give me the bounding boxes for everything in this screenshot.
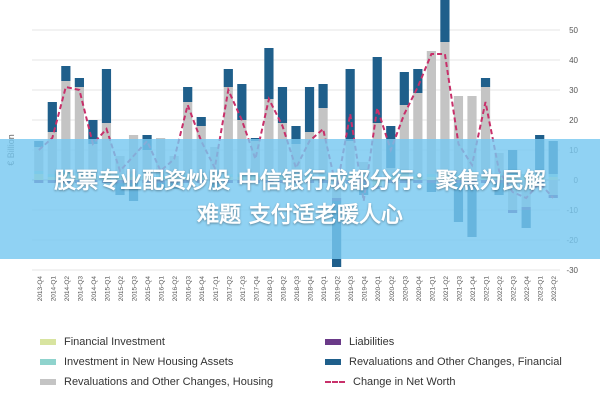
chart-legend: Financial Investment Investment in New H… [40, 336, 580, 392]
x-tick-label: 2022-Q3 [511, 276, 518, 302]
overlay-banner [0, 139, 600, 259]
bar [291, 126, 301, 144]
legend-swatch [40, 379, 56, 385]
legend-swatch [325, 359, 341, 365]
bar [74, 87, 84, 174]
bar [480, 87, 491, 174]
x-tick-label: 2015-Q3 [132, 276, 139, 302]
y-tick-label: -30 [566, 266, 578, 275]
x-tick-label: 2018-Q3 [294, 276, 301, 302]
banner-line-1: 股票专业配资炒股 中信银行成都分行：聚焦为民解 [54, 169, 546, 194]
bar [372, 57, 382, 123]
bar [440, 42, 450, 171]
bar [318, 84, 328, 108]
bar [426, 51, 436, 174]
bar [399, 72, 409, 105]
bar [304, 87, 315, 132]
x-tick-label: 2018-Q1 [267, 276, 274, 302]
legend-swatch-dashed [325, 381, 345, 383]
bar [196, 117, 206, 126]
x-tick-label: 2016-Q2 [172, 276, 179, 302]
x-tick-label: 2014-Q2 [64, 276, 71, 302]
x-tick-label: 2017-Q2 [226, 276, 233, 302]
x-tick-label: 2019-Q3 [348, 276, 355, 302]
bar [223, 87, 233, 174]
x-tick-label: 2019-Q2 [335, 276, 342, 302]
bar [183, 102, 193, 174]
legend-item-net-worth: Change in Net Worth [325, 376, 456, 388]
x-tick-label: 2022-Q1 [484, 276, 491, 302]
x-tick-label: 2016-Q4 [199, 276, 206, 302]
x-tick-label: 2018-Q2 [280, 276, 287, 302]
legend-item-financial-investment: Financial Investment [40, 336, 165, 348]
x-tick-label: 2014-Q1 [50, 276, 57, 302]
legend-label: Investment in New Housing Assets [64, 356, 234, 368]
x-tick-label: 2015-Q1 [104, 276, 111, 302]
bar [480, 78, 491, 87]
x-tick-label: 2022-Q2 [497, 276, 504, 302]
x-tick-label: 2018-Q4 [308, 276, 315, 302]
legend-swatch [40, 339, 56, 345]
legend-item-reval-financial: Revaluations and Other Changes, Financia… [325, 356, 562, 368]
x-tick-label: 2020-Q2 [389, 276, 396, 302]
bar [47, 102, 57, 132]
banner-line-2: 难题 支付适老暖人心 [197, 203, 403, 228]
bar [413, 69, 423, 93]
y-tick-label: 50 [569, 26, 578, 35]
legend-label: Liabilities [349, 336, 395, 348]
legend-item-liabilities: Liabilities [325, 336, 394, 348]
x-tick-label: 2016-Q3 [186, 276, 193, 302]
x-tick-label: 2015-Q4 [145, 276, 152, 302]
bar [223, 69, 233, 87]
bar [101, 69, 112, 123]
x-tick-label: 2015-Q2 [118, 276, 125, 302]
bar [440, 0, 450, 42]
x-tick-label: 2020-Q1 [375, 276, 382, 302]
bar [74, 78, 84, 87]
legend-label: Change in Net Worth [353, 376, 456, 388]
y-tick-label: 30 [569, 86, 578, 95]
bar [467, 96, 477, 171]
bar [345, 69, 355, 141]
legend-label: Revaluations and Other Changes, Financia… [349, 356, 562, 368]
x-tick-label: 2019-Q1 [321, 276, 328, 302]
legend-item-reval-housing: Revaluations and Other Changes, Housing [40, 376, 273, 388]
x-tick-label: 2014-Q3 [77, 276, 84, 302]
x-tick-label: 2014-Q4 [91, 276, 98, 302]
bar [237, 84, 247, 120]
legend-label: Revaluations and Other Changes, Housing [64, 376, 274, 388]
bar [413, 93, 423, 174]
bar [61, 66, 71, 81]
x-tick-label: 2022-Q4 [524, 276, 531, 302]
bar [453, 96, 464, 174]
bar [264, 48, 274, 99]
bar [264, 99, 274, 174]
x-tick-label: 2021-Q2 [443, 276, 450, 302]
legend-swatch [325, 339, 341, 345]
x-tick-label: 2021-Q1 [429, 276, 436, 302]
x-tick-label: 2021-Q4 [470, 276, 477, 302]
legend-swatch [40, 359, 56, 365]
y-tick-label: 40 [569, 56, 578, 65]
legend-label: Financial Investment [64, 336, 165, 348]
bar [277, 87, 288, 123]
x-tick-label: 2019-Q4 [362, 276, 369, 302]
x-tick-label: 2017-Q3 [240, 276, 247, 302]
bar [88, 120, 98, 144]
bar [399, 105, 409, 171]
y-tick-label: 20 [569, 116, 578, 125]
x-tick-label: 2017-Q1 [213, 276, 220, 302]
x-tick-label: 2023-Q1 [538, 276, 545, 302]
x-tick-label: 2016-Q1 [159, 276, 166, 302]
x-tick-label: 2023-Q2 [551, 276, 558, 302]
x-tick-label: 2020-Q4 [416, 276, 423, 302]
x-tick-label: 2020-Q3 [402, 276, 409, 302]
bar [61, 81, 71, 171]
x-tick-label: 2021-Q3 [456, 276, 463, 302]
x-tick-label: 2017-Q4 [253, 276, 260, 302]
legend-item-new-housing: Investment in New Housing Assets [40, 356, 233, 368]
bar [183, 87, 193, 102]
x-tick-label: 2013-Q4 [37, 276, 44, 302]
overlay-banner-text: 股票专业配资炒股 中信银行成都分行：聚焦为民解 难题 支付适老暖人心 [0, 165, 600, 233]
